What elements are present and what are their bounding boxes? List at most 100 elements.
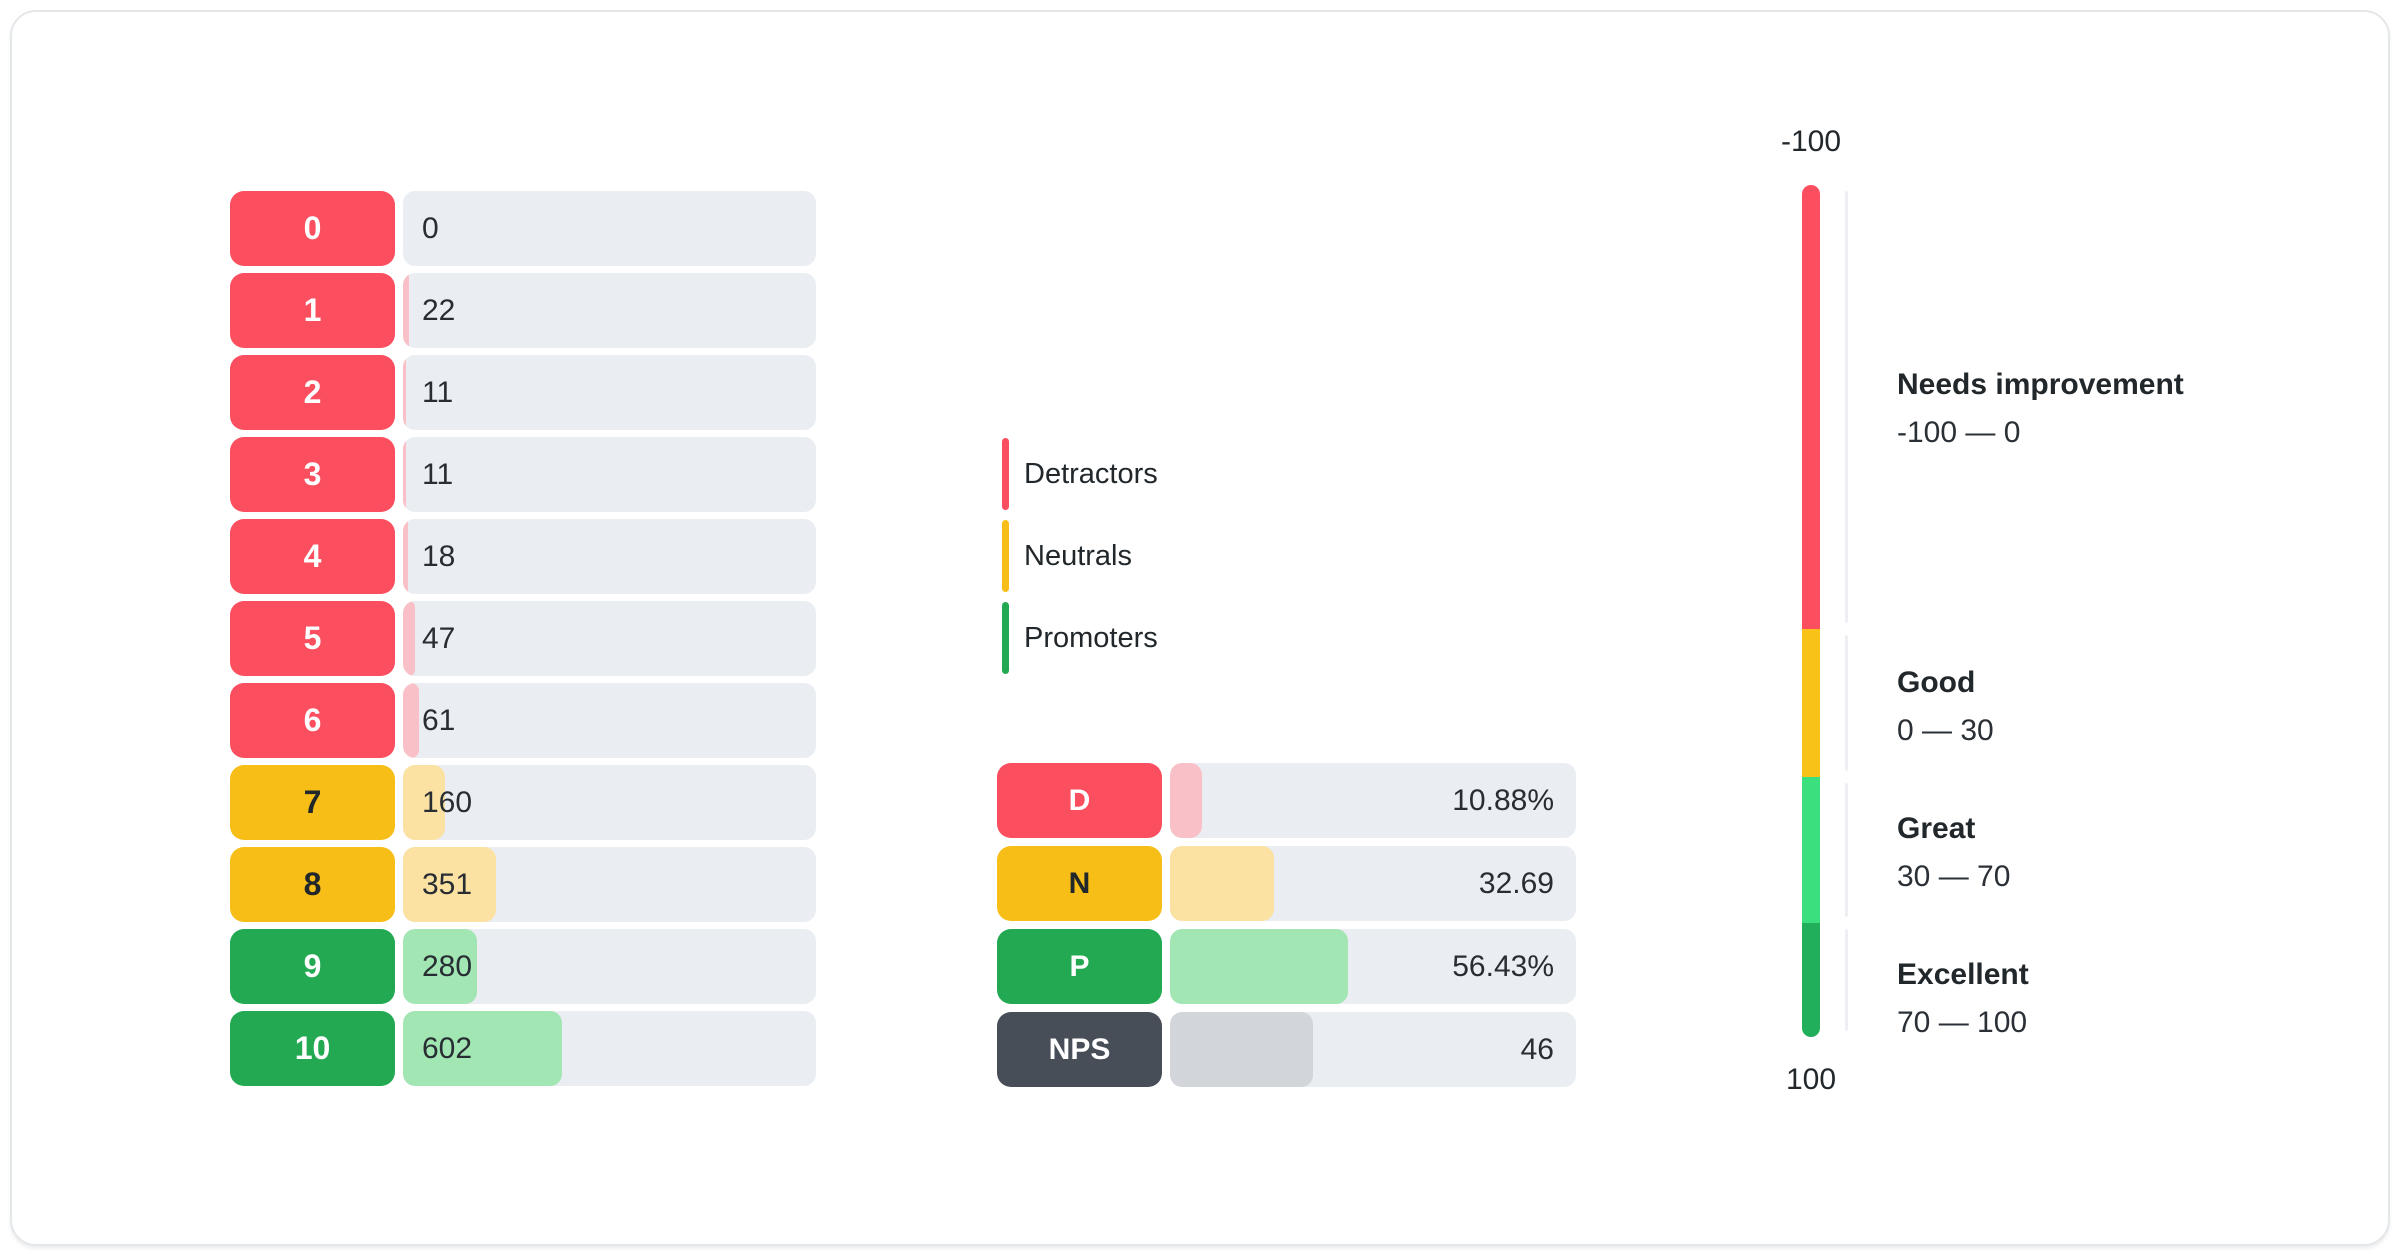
gauge-min-label: -100 — [1780, 125, 1842, 158]
score-row-10: 10 602 — [230, 1011, 816, 1086]
score-fill-8 — [403, 847, 496, 922]
detractors-color-bar-icon — [1002, 438, 1009, 510]
summary-fill-p — [1170, 929, 1348, 1004]
summary-label-nps: NPS — [997, 1012, 1162, 1087]
summary-row-neutrals: N 32.69 — [997, 846, 1576, 921]
score-label-0: 0 — [230, 191, 395, 266]
score-track-3: 11 — [403, 437, 816, 512]
score-track-10: 602 — [403, 1011, 816, 1086]
score-row-2: 2 11 — [230, 355, 816, 430]
zone-label-great: Great 30 — 70 — [1897, 809, 2377, 897]
gauge-bar — [1802, 185, 1820, 1037]
summary-value-p: 56.43% — [1452, 949, 1554, 983]
zone-range: 0 — 30 — [1897, 714, 1994, 747]
score-fill-9 — [403, 929, 477, 1004]
promoters-color-bar-icon — [1002, 602, 1009, 674]
gauge-divider-4 — [1845, 929, 1848, 1031]
summary-track-n: 32.69 — [1170, 846, 1576, 921]
summary-row-nps: NPS 46 — [997, 1012, 1576, 1087]
score-count-3: 11 — [422, 457, 454, 491]
score-track-7: 160 — [403, 765, 816, 840]
summary-fill-nps — [1170, 1012, 1313, 1087]
score-count-9: 280 — [422, 949, 473, 983]
zone-title: Great — [1897, 812, 1976, 845]
score-label-7: 7 — [230, 765, 395, 840]
score-track-4: 18 — [403, 519, 816, 594]
summary-track-nps: 46 — [1170, 1012, 1576, 1087]
score-fill-3 — [403, 437, 406, 512]
gauge-zone-needs-improvement — [1802, 185, 1820, 629]
score-count-2: 11 — [422, 375, 454, 409]
legend: Detractors Neutrals Promoters — [1002, 438, 1158, 684]
score-row-0: 0 0 — [230, 191, 816, 266]
summary-value-n: 32.69 — [1478, 866, 1554, 900]
score-track-5: 47 — [403, 601, 816, 676]
score-fill-10 — [403, 1011, 563, 1086]
score-fill-4 — [403, 519, 408, 594]
score-label-1: 1 — [230, 273, 395, 348]
score-track-0: 0 — [403, 191, 816, 266]
score-row-9: 9 280 — [230, 929, 816, 1004]
zone-title: Needs improvement — [1897, 368, 2184, 401]
score-fill-7 — [403, 765, 446, 840]
summary-label-p: P — [997, 929, 1162, 1004]
score-track-8: 351 — [403, 847, 816, 922]
gauge-divider-3 — [1845, 783, 1848, 917]
summary-fill-d — [1170, 763, 1203, 838]
summary-value-d: 10.88% — [1452, 783, 1554, 817]
score-label-10: 10 — [230, 1011, 395, 1086]
gauge-divider-1 — [1845, 191, 1848, 623]
score-count-5: 47 — [422, 621, 456, 655]
summary-track-p: 56.43% — [1170, 929, 1576, 1004]
summary-track-d: 10.88% — [1170, 763, 1576, 838]
gauge-zone-great — [1802, 777, 1820, 923]
score-count-10: 602 — [422, 1031, 473, 1065]
zone-title: Good — [1897, 666, 1976, 699]
score-label-5: 5 — [230, 601, 395, 676]
score-count-7: 160 — [422, 785, 473, 819]
nps-gauge: -100 Needs improvement -100 — 0 Good 0 —… — [1781, 125, 2400, 1125]
score-label-4: 4 — [230, 519, 395, 594]
score-row-6: 6 61 — [230, 683, 816, 758]
summary-label-d: D — [997, 763, 1162, 838]
summary-row-promoters: P 56.43% — [997, 929, 1576, 1004]
score-count-4: 18 — [422, 539, 456, 573]
summary-label-n: N — [997, 846, 1162, 921]
nps-summary-chart: D 10.88% N 32.69 P 56.43% NPS 46 — [997, 763, 1576, 1095]
score-fill-5 — [403, 601, 416, 676]
score-label-8: 8 — [230, 847, 395, 922]
legend-item-promoters: Promoters — [1002, 602, 1158, 674]
score-label-3: 3 — [230, 437, 395, 512]
legend-label-detractors: Detractors — [1024, 457, 1158, 490]
legend-item-neutrals: Neutrals — [1002, 520, 1158, 592]
zone-label-excellent: Excellent 70 — 100 — [1897, 955, 2377, 1043]
score-row-8: 8 351 — [230, 847, 816, 922]
legend-label-neutrals: Neutrals — [1024, 539, 1132, 572]
score-count-8: 351 — [422, 867, 473, 901]
zone-label-needs-improvement: Needs improvement -100 — 0 — [1897, 365, 2377, 453]
score-track-1: 22 — [403, 273, 816, 348]
zone-label-good: Good 0 — 30 — [1897, 663, 2377, 751]
score-count-0: 0 — [422, 211, 439, 245]
summary-fill-n — [1170, 846, 1274, 921]
gauge-zone-good — [1802, 629, 1820, 777]
score-row-3: 3 11 — [230, 437, 816, 512]
zone-range: 30 — 70 — [1897, 860, 2011, 893]
neutrals-color-bar-icon — [1002, 520, 1009, 592]
summary-value-nps: 46 — [1520, 1032, 1554, 1066]
score-row-1: 1 22 — [230, 273, 816, 348]
gauge-zone-excellent — [1802, 923, 1820, 1037]
zone-title: Excellent — [1897, 958, 2029, 991]
score-row-5: 5 47 — [230, 601, 816, 676]
score-track-9: 280 — [403, 929, 816, 1004]
score-label-6: 6 — [230, 683, 395, 758]
score-row-7: 7 160 — [230, 765, 816, 840]
gauge-divider-2 — [1845, 635, 1848, 771]
legend-label-promoters: Promoters — [1024, 621, 1158, 654]
score-track-2: 11 — [403, 355, 816, 430]
score-count-1: 22 — [422, 293, 456, 327]
summary-row-detractors: D 10.88% — [997, 763, 1576, 838]
gauge-max-label: 100 — [1785, 1063, 1837, 1096]
legend-item-detractors: Detractors — [1002, 438, 1158, 510]
score-fill-6 — [403, 683, 420, 758]
